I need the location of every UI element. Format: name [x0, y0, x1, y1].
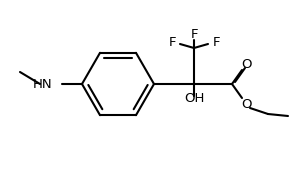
- Text: HN: HN: [32, 78, 52, 90]
- Text: OH: OH: [184, 92, 204, 105]
- Text: O: O: [241, 57, 251, 71]
- Text: O: O: [241, 98, 251, 110]
- Text: F: F: [190, 28, 198, 40]
- Text: F: F: [168, 35, 176, 49]
- Text: F: F: [212, 35, 220, 49]
